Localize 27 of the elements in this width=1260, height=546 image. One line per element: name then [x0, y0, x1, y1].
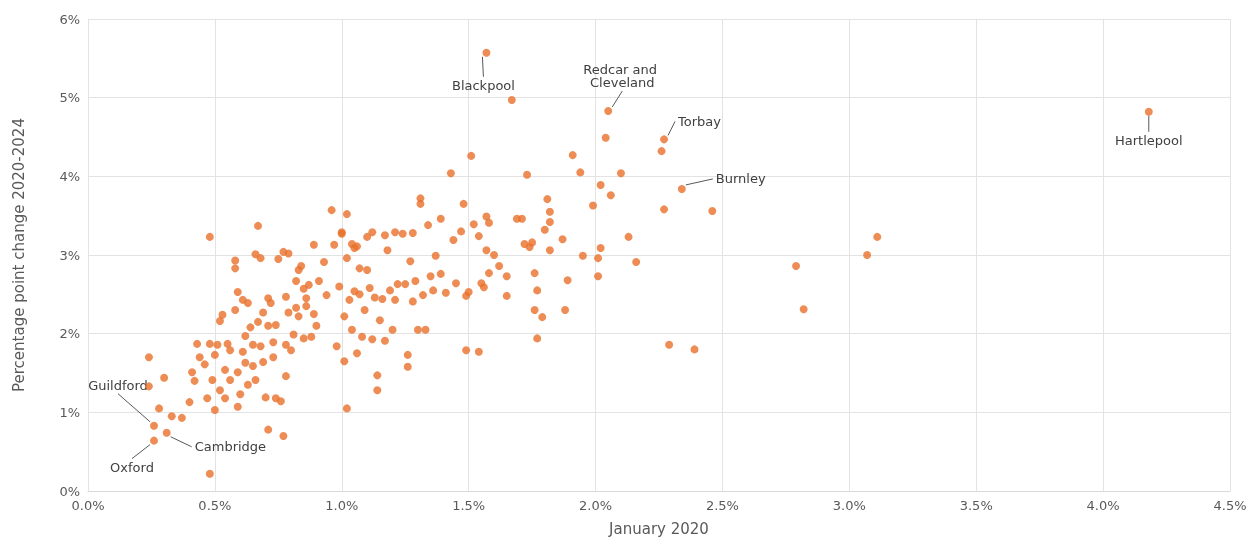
- x-tick-label: 2.0%: [579, 498, 613, 513]
- annotation: Blackpool: [451, 77, 515, 93]
- x-tick-label: 1.0%: [325, 498, 359, 513]
- annotation: Hartlepool: [1115, 132, 1183, 148]
- y-tick-label: 6%: [59, 11, 80, 27]
- x-tick-label: 4.5%: [1213, 498, 1247, 513]
- x-tick-label: 1.5%: [452, 498, 486, 513]
- y-tick-label: 2%: [59, 326, 80, 342]
- annotation: Redcar and Cleveland: [583, 62, 662, 91]
- y-tick-label: 0%: [59, 483, 80, 499]
- x-tick-label: 4.0%: [1086, 498, 1120, 513]
- x-tick-label: 0.0%: [71, 498, 105, 513]
- y-axis-title: Percentage point change 2020-2024: [9, 118, 28, 392]
- y-tick-label: 3%: [59, 247, 80, 263]
- x-tick-label: 2.5%: [705, 498, 739, 513]
- x-tick-label: 3.5%: [959, 498, 993, 513]
- x-tick-label: 0.5%: [198, 498, 232, 513]
- y-tick-label: 5%: [59, 90, 80, 106]
- annotation: Burnley: [715, 171, 766, 187]
- y-tick-label: 4%: [59, 168, 80, 184]
- annotation: Torbay: [677, 113, 722, 129]
- annotation: Oxford: [110, 459, 154, 475]
- annotation: Guildford: [88, 377, 148, 393]
- x-axis-title: January 2020: [608, 519, 709, 538]
- y-tick-label: 1%: [59, 404, 80, 420]
- x-tick-label: 3.0%: [832, 498, 866, 513]
- annotation: Cambridge: [194, 439, 267, 455]
